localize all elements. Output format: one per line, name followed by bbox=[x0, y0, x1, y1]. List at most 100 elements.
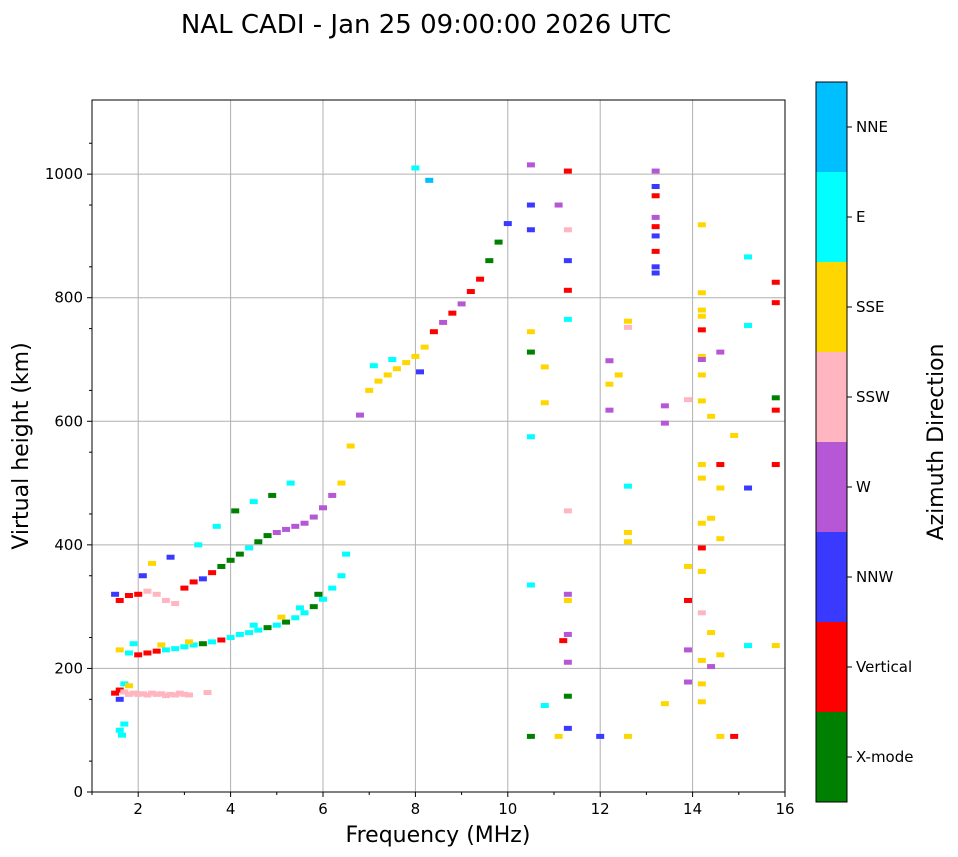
echo-point bbox=[563, 258, 572, 264]
echo-point bbox=[411, 165, 420, 171]
echo-point bbox=[115, 727, 124, 733]
echo-point bbox=[503, 221, 512, 227]
echo-point bbox=[161, 693, 170, 699]
echo-point bbox=[120, 721, 129, 727]
colorbar-segment bbox=[816, 622, 847, 712]
echo-point bbox=[697, 290, 706, 296]
echo-point bbox=[143, 588, 152, 594]
echo-point bbox=[563, 659, 572, 665]
echo-point bbox=[554, 733, 563, 739]
echo-point bbox=[429, 329, 438, 335]
colorbar-label: W bbox=[856, 478, 871, 496]
echo-point bbox=[697, 357, 706, 362]
y-tick-label: 800 bbox=[54, 289, 83, 307]
echo-point bbox=[337, 480, 346, 486]
echo-point bbox=[231, 508, 240, 514]
echo-point bbox=[245, 630, 254, 636]
echo-point bbox=[346, 443, 355, 449]
echo-point bbox=[291, 523, 300, 529]
echo-point bbox=[697, 372, 706, 378]
echo-point bbox=[651, 168, 660, 174]
colorbar-segment bbox=[816, 262, 847, 352]
echo-point bbox=[605, 381, 614, 387]
echo-point bbox=[526, 349, 535, 355]
echo-point bbox=[540, 703, 549, 708]
echo-point bbox=[651, 224, 660, 230]
echo-point bbox=[185, 639, 194, 645]
echo-point bbox=[526, 434, 535, 440]
echo-point bbox=[152, 691, 161, 697]
echo-point bbox=[540, 400, 549, 406]
echo-point bbox=[563, 591, 572, 597]
x-tick-label: 10 bbox=[498, 800, 517, 818]
echo-point bbox=[526, 227, 535, 233]
echo-point bbox=[166, 691, 175, 697]
echo-point bbox=[337, 573, 346, 579]
echo-point bbox=[249, 622, 258, 628]
x-tick-label: 16 bbox=[775, 800, 794, 818]
echo-point bbox=[526, 733, 535, 739]
echo-point bbox=[707, 413, 716, 419]
echo-point bbox=[526, 329, 535, 335]
y-tick-label: 1000 bbox=[45, 165, 83, 183]
echo-point bbox=[134, 691, 143, 697]
echo-point bbox=[245, 545, 254, 551]
y-tick-label: 200 bbox=[54, 659, 83, 677]
echo-point bbox=[697, 699, 706, 705]
echo-point bbox=[697, 313, 706, 319]
echo-point bbox=[683, 597, 692, 603]
data-points bbox=[111, 162, 780, 739]
echo-point bbox=[115, 647, 124, 653]
echo-point bbox=[254, 627, 263, 633]
echo-point bbox=[771, 395, 780, 401]
colorbar-label: SSE bbox=[856, 298, 885, 316]
echo-point bbox=[660, 420, 669, 426]
echo-point bbox=[651, 184, 660, 189]
x-tick-label: 14 bbox=[683, 800, 702, 818]
echo-point bbox=[111, 591, 120, 597]
echo-point bbox=[300, 520, 309, 526]
echo-point bbox=[392, 366, 401, 372]
echo-point bbox=[143, 692, 152, 698]
echo-point bbox=[235, 551, 244, 557]
echo-point bbox=[161, 647, 170, 653]
echo-point bbox=[623, 530, 632, 535]
echo-point bbox=[457, 301, 466, 307]
echo-point bbox=[425, 177, 434, 183]
echo-point bbox=[563, 287, 572, 293]
x-tick-label: 12 bbox=[591, 800, 610, 818]
echo-point bbox=[683, 397, 692, 403]
echo-point bbox=[439, 319, 448, 325]
echo-point bbox=[697, 545, 706, 551]
echo-point bbox=[171, 646, 180, 652]
echo-point bbox=[416, 369, 425, 375]
echo-point bbox=[171, 692, 180, 698]
echo-point bbox=[129, 641, 138, 647]
echo-point bbox=[697, 222, 706, 228]
echo-point bbox=[198, 576, 207, 582]
echo-point bbox=[744, 254, 753, 260]
echo-point bbox=[744, 485, 753, 491]
echo-point bbox=[291, 615, 300, 621]
echo-point bbox=[697, 462, 706, 468]
echo-point bbox=[697, 475, 706, 481]
echo-point bbox=[411, 353, 420, 359]
echo-point bbox=[730, 432, 739, 438]
colorbar-segment bbox=[816, 82, 847, 172]
colorbar-label: E bbox=[856, 208, 865, 226]
echo-point bbox=[730, 733, 739, 739]
echo-point bbox=[563, 316, 572, 322]
echo-point bbox=[697, 610, 706, 616]
echo-point bbox=[198, 641, 207, 647]
echo-point bbox=[485, 258, 494, 264]
echo-point bbox=[282, 619, 291, 625]
colorbar-segment bbox=[816, 712, 847, 802]
echo-point bbox=[134, 652, 143, 658]
echo-point bbox=[623, 483, 632, 489]
echo-point bbox=[203, 690, 212, 696]
echo-point bbox=[157, 642, 166, 648]
echo-point bbox=[744, 643, 753, 649]
echo-point bbox=[118, 732, 127, 738]
echo-point bbox=[295, 605, 304, 611]
echo-point bbox=[771, 407, 780, 413]
